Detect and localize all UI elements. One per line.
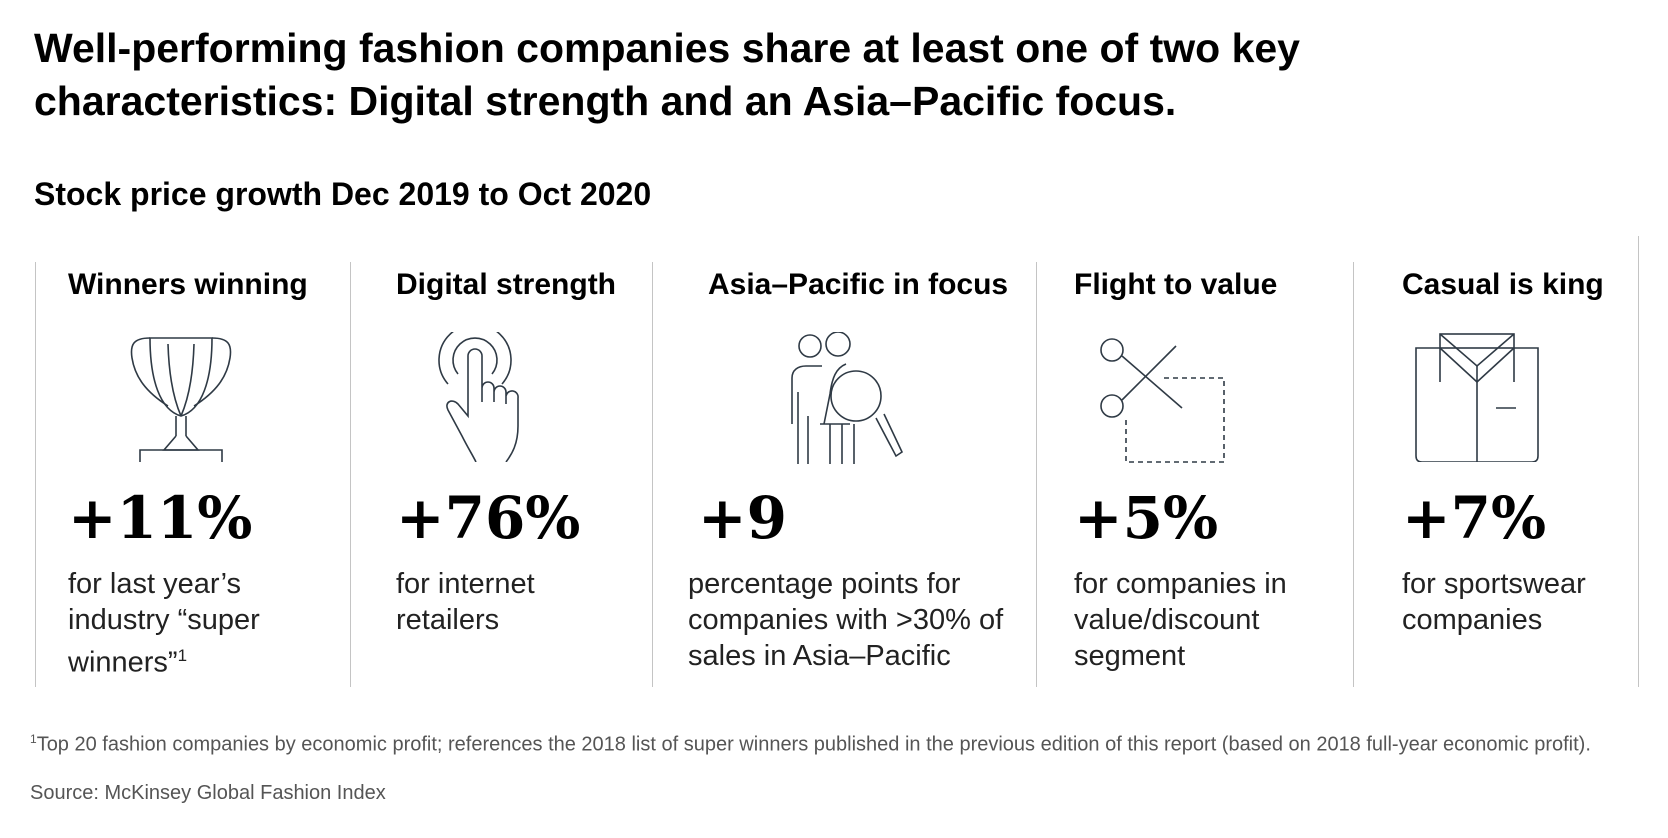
panel-description-text: for last year’s industry “super winners” [68,568,260,679]
divider [1036,262,1037,687]
panel-heading: Winners winning [68,268,308,301]
panel-description: for companies in value/discount segment [1074,568,1287,672]
divider [652,262,653,687]
divider [1638,236,1639,687]
scissors-coupon-icon [1096,332,1232,464]
footnote: 1Top 20 fashion companies by economic pr… [30,727,1640,758]
source-note: Source: McKinsey Global Fashion Index [30,782,386,804]
panel-description: percentage points for companies with >30… [688,568,1004,672]
footnote-marker: 1 [177,646,188,665]
panel-heading: Digital strength [396,268,617,301]
panel-heading: Casual is king [1402,268,1604,301]
people-magnifier-icon [784,332,914,464]
divider [35,262,36,687]
panel-asia-pacific-in-focus: Asia–Pacific in focus +9 percentage poin… [688,262,1024,687]
panel-description: for last year’s industry “super winners”… [68,566,344,681]
panel-value: +11% [68,484,253,552]
panel-heading: Asia–Pacific in focus [708,268,1009,301]
trophy-icon [128,332,234,462]
panel-heading: Flight to value [1074,268,1278,301]
panel-description: for internet retailers [396,568,535,636]
panel-digital-strength: Digital strength +76% for internet retai… [396,262,646,687]
divider [1353,262,1354,687]
tap-hand-icon [432,332,522,462]
panel-winners-winning: Winners winning +11% for last year’s ind… [68,262,344,687]
shirt-icon [1412,332,1542,462]
panel-flight-to-value: Flight to value +5% for companies in val… [1074,262,1346,687]
chart-subtitle: Stock price growth Dec 2019 to Oct 2020 [34,176,652,212]
panel-value: +7% [1402,484,1547,552]
panel-value: +5% [1074,484,1219,552]
panel-casual-is-king: Casual is king +7% for sportswear compan… [1402,262,1632,687]
divider [350,262,351,687]
panel-value: +9 [698,484,787,552]
footnote-text: Top 20 fashion companies by economic pro… [36,733,1591,756]
panel-description: for sportswear companies [1402,568,1586,636]
page-title: Well-performing fashion companies share … [34,25,1300,124]
footnote-marker: 1 [30,732,37,746]
panel-value: +76% [396,484,581,552]
